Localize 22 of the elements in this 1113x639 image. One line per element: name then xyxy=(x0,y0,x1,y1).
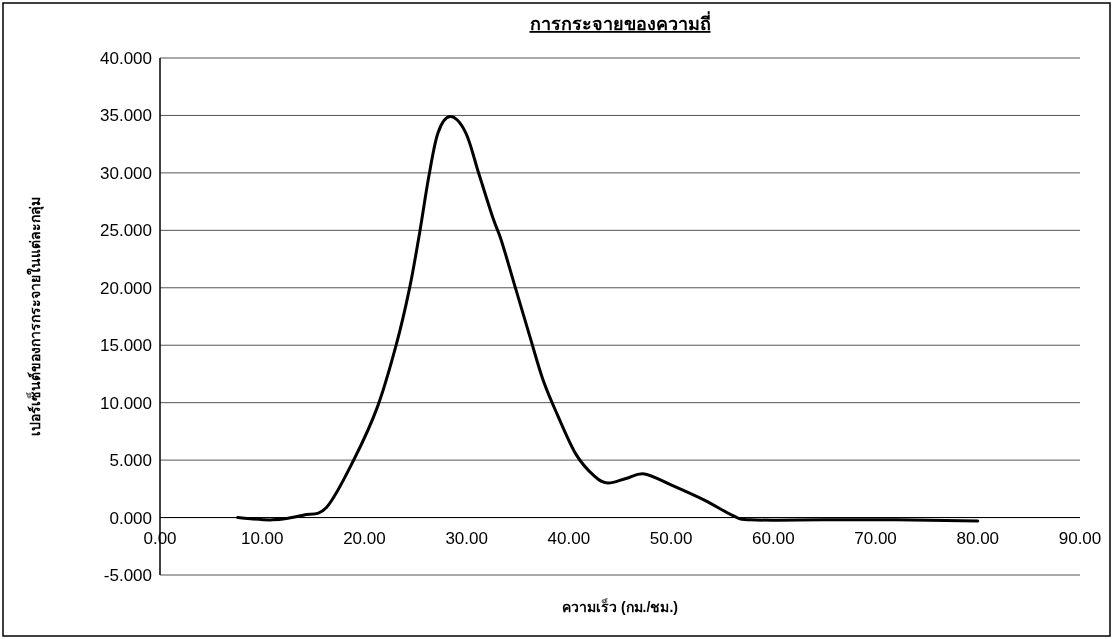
y-tick-label: 15.000 xyxy=(100,336,152,356)
y-tick-label: 5.000 xyxy=(109,451,152,471)
x-tick-label: 60.00 xyxy=(752,528,795,548)
x-tick-label: 70.00 xyxy=(854,528,897,548)
x-axis-title: ความเร็ว (กม./ชม.) xyxy=(562,598,678,615)
y-tick-label: 20.000 xyxy=(100,278,152,298)
x-tick-label: 20.00 xyxy=(343,528,386,548)
y-tick-label: -5.000 xyxy=(103,566,152,585)
chart-title: การกระจายของความถี่ xyxy=(529,11,711,34)
y-tick-label: 25.000 xyxy=(100,221,152,241)
x-tick-label: 40.00 xyxy=(547,528,591,548)
y-tick-label: 0.000 xyxy=(109,508,152,528)
y-tick-label: 10.000 xyxy=(100,393,152,413)
x-tick-label: 30.00 xyxy=(445,528,488,548)
x-tick-label: 50.00 xyxy=(649,528,693,548)
y-tick-label: 35.000 xyxy=(100,106,152,126)
y-tick-label: 30.000 xyxy=(100,163,152,183)
y-axis-title: เปอร์เซ็นต์ของการกระจายในแต่ละกลุ่ม xyxy=(26,197,44,436)
x-tick-label: 80.00 xyxy=(956,528,1000,548)
x-tick-label: 10.00 xyxy=(240,528,284,548)
x-tick-label: 90.00 xyxy=(1058,528,1102,548)
y-tick-label: 40.000 xyxy=(100,49,152,68)
